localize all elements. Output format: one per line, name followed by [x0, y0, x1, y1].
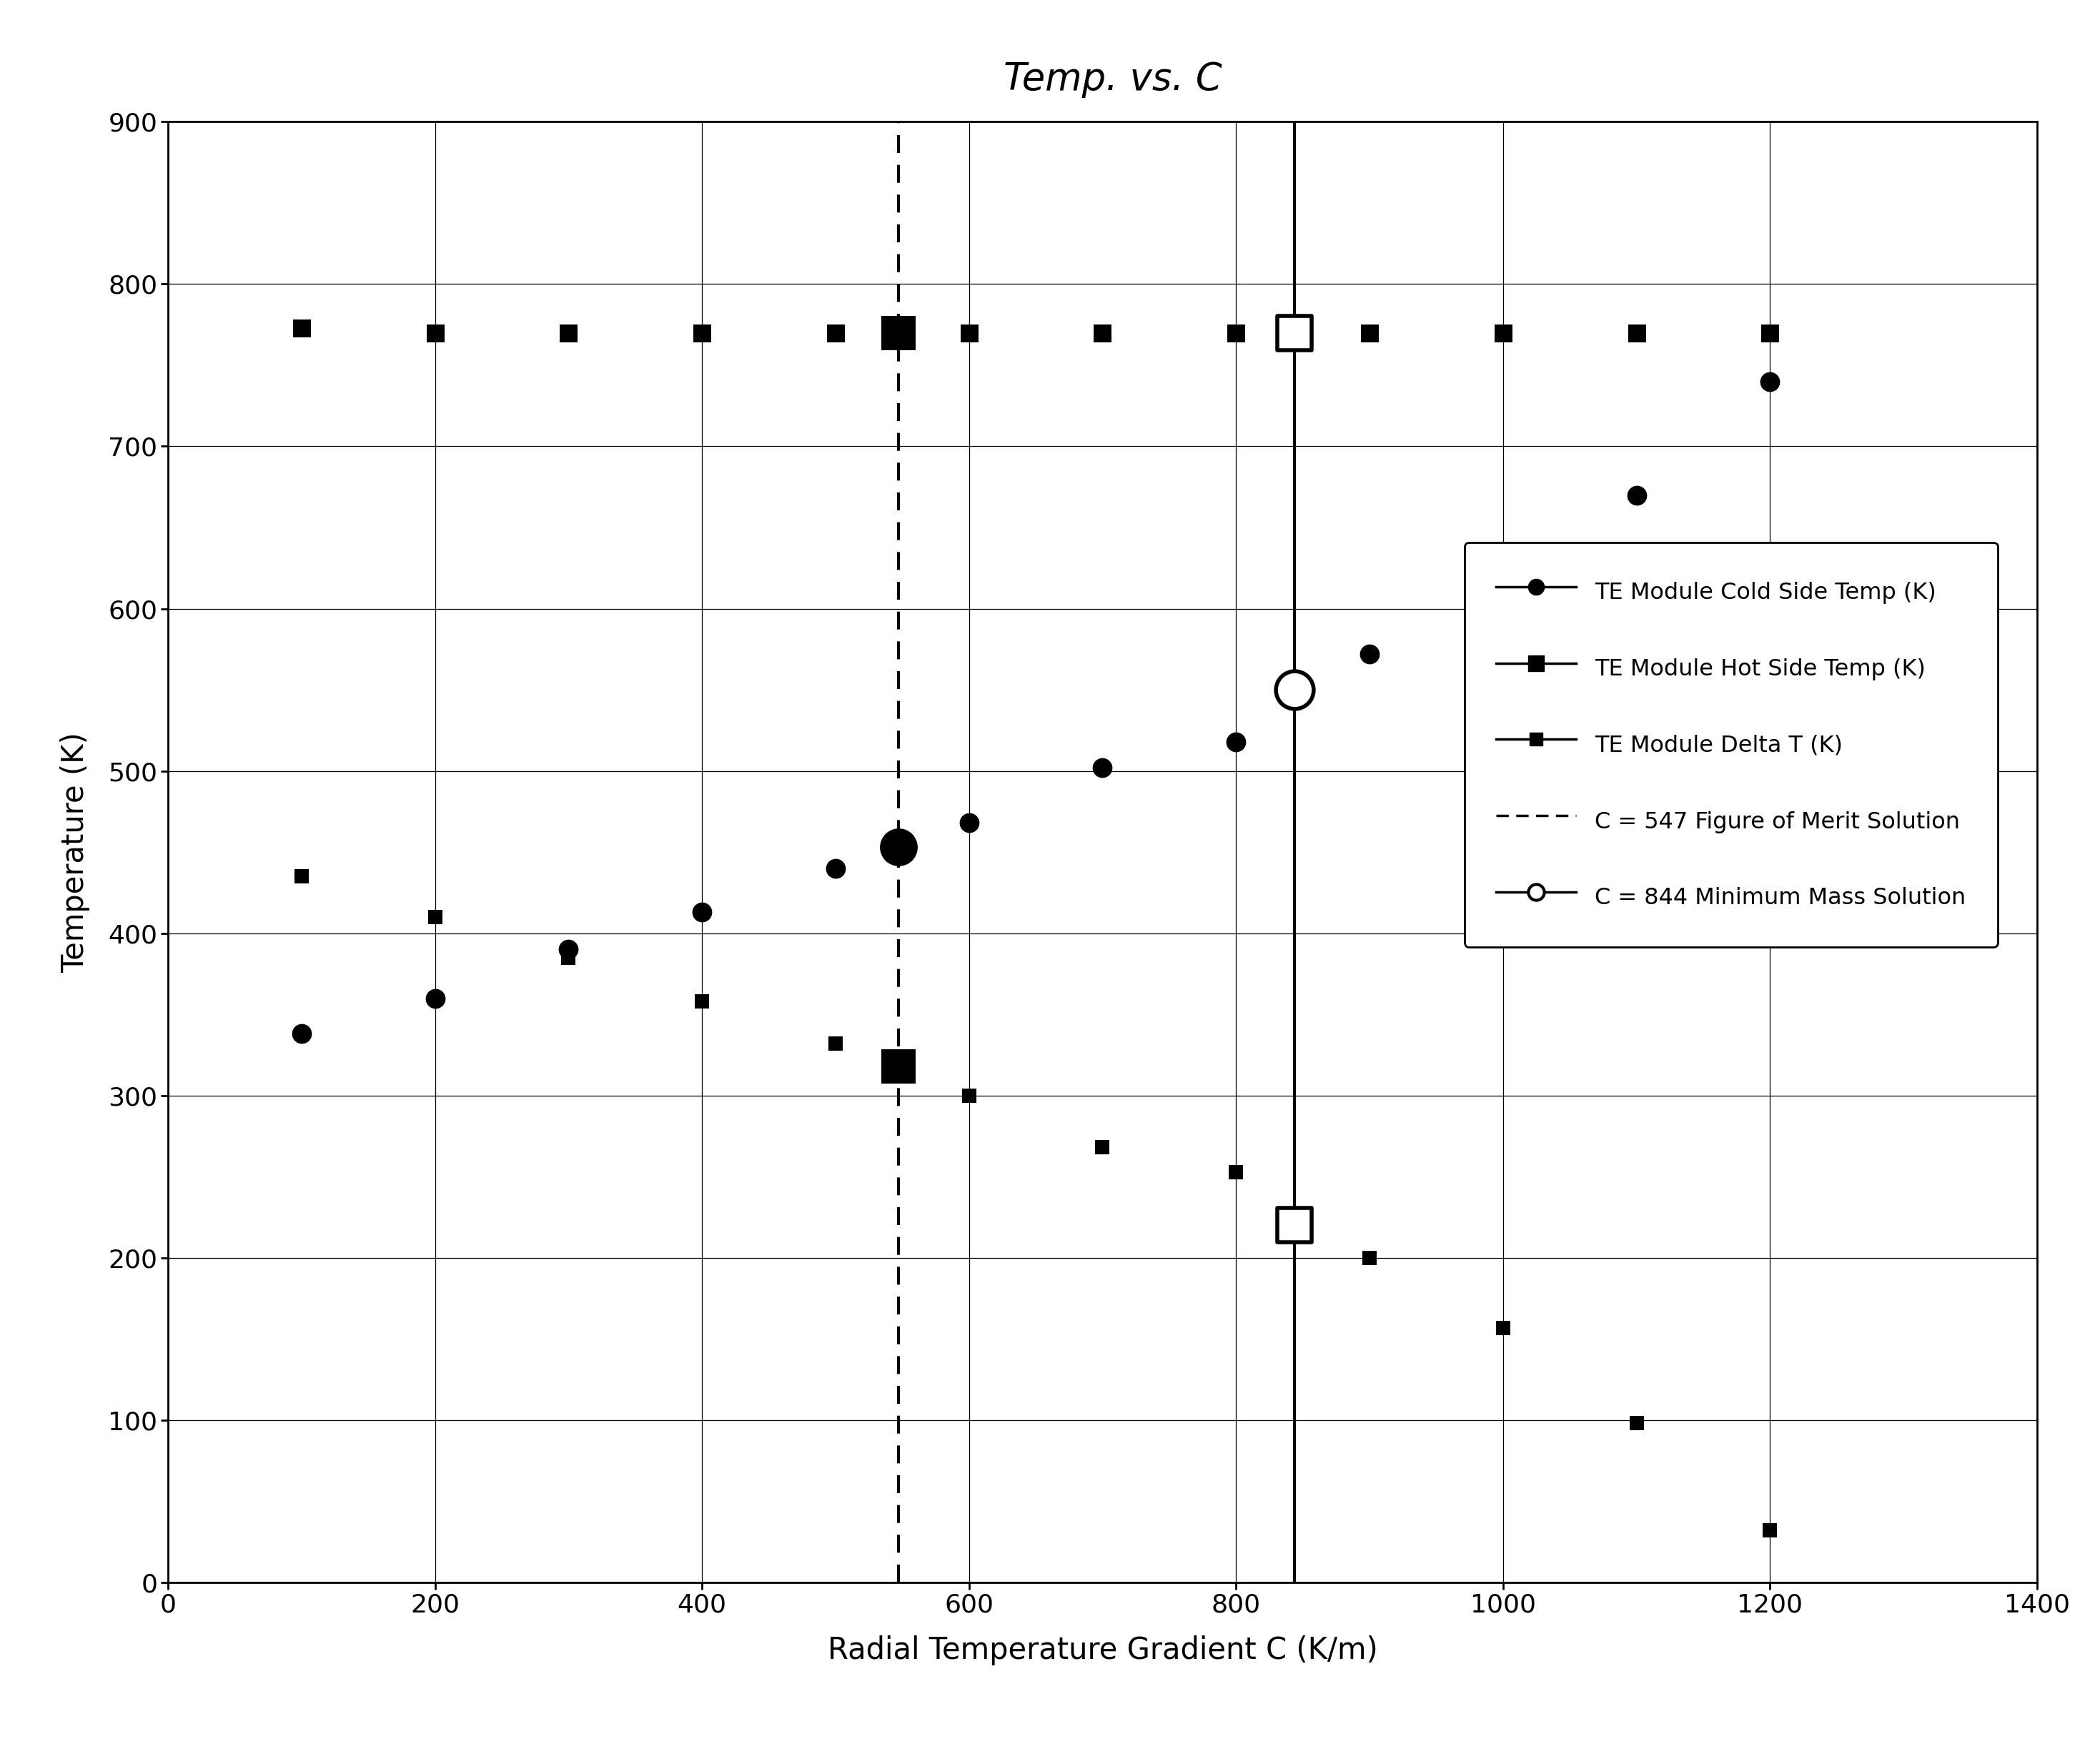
Point [1279, 318, 1312, 346]
Point [1279, 1212, 1312, 1240]
Point [951, 318, 985, 346]
Point [286, 315, 319, 343]
Point [819, 1029, 853, 1057]
Point [1754, 318, 1787, 346]
Point [418, 903, 451, 930]
Point [1086, 318, 1119, 346]
Point [1352, 1243, 1386, 1271]
Point [882, 1052, 916, 1080]
Point [685, 318, 718, 346]
Point [1619, 318, 1653, 346]
Text: Temp. vs. C: Temp. vs. C [1004, 61, 1222, 97]
Point [819, 854, 853, 882]
Point [286, 863, 319, 890]
Point [1279, 676, 1312, 704]
Point [819, 318, 853, 346]
Point [1754, 367, 1787, 395]
Point [1619, 1410, 1653, 1438]
Legend: TE Module Cold Side Temp (K), TE Module Hot Side Temp (K), TE Module Delta T (K): TE Module Cold Side Temp (K), TE Module … [1464, 543, 1997, 946]
Point [1352, 318, 1386, 346]
Point [951, 809, 985, 836]
Point [1487, 1313, 1520, 1341]
Point [1086, 1134, 1119, 1162]
Point [685, 899, 718, 927]
Point [1619, 482, 1653, 510]
Y-axis label: Temperature (K): Temperature (K) [61, 732, 90, 972]
Point [951, 1082, 985, 1109]
Point [685, 988, 718, 1016]
X-axis label: Radial Temperature Gradient C (K/m): Radial Temperature Gradient C (K/m) [827, 1635, 1378, 1666]
Point [552, 944, 586, 972]
Point [882, 833, 916, 861]
Point [1487, 570, 1520, 598]
Point [1754, 1516, 1787, 1544]
Point [418, 984, 451, 1012]
Point [1220, 318, 1254, 346]
Point [882, 318, 916, 346]
Point [418, 318, 451, 346]
Point [1220, 1158, 1254, 1186]
Point [1487, 318, 1520, 346]
Point [1086, 753, 1119, 781]
Point [1352, 640, 1386, 668]
Point [1220, 729, 1254, 756]
Point [552, 318, 586, 346]
Point [552, 936, 586, 963]
Point [286, 1021, 319, 1049]
